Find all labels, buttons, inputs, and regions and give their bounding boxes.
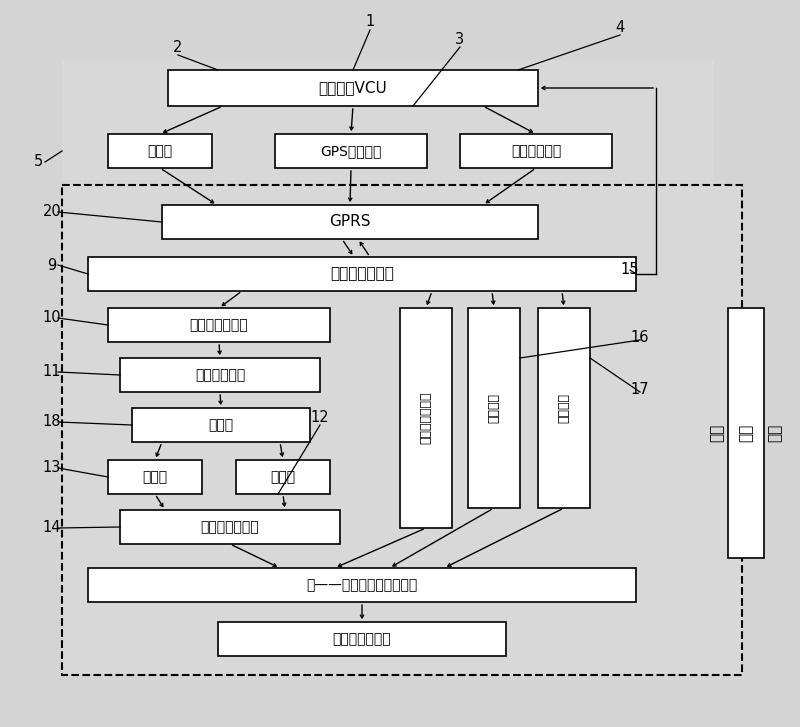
Text: 电动汼车VCU: 电动汼车VCU xyxy=(318,81,387,95)
Text: 预判断状态提醒: 预判断状态提醒 xyxy=(419,392,433,444)
Text: GPRS: GPRS xyxy=(330,214,370,230)
Bar xyxy=(162,205,538,239)
Text: 知识库: 知识库 xyxy=(270,470,295,484)
Text: 技术支持工程师: 技术支持工程师 xyxy=(333,632,391,646)
Text: 远程服务工作站: 远程服务工作站 xyxy=(330,267,394,281)
Bar xyxy=(120,510,340,544)
Bar xyxy=(62,185,742,675)
Bar xyxy=(275,134,427,168)
Bar xyxy=(236,460,330,494)
Text: 9: 9 xyxy=(47,257,57,273)
Bar xyxy=(132,408,310,442)
Bar xyxy=(468,308,520,508)
Bar xyxy=(400,308,452,528)
Bar xyxy=(168,70,538,106)
Text: 诊断结果: 诊断结果 xyxy=(487,393,501,423)
Bar xyxy=(728,308,764,558)
Text: 远程
服务
中心: 远程 服务 中心 xyxy=(709,424,783,442)
Text: 15: 15 xyxy=(621,262,639,278)
Bar xyxy=(62,60,714,180)
Bar xyxy=(88,568,636,602)
Text: 远程诊断服务器: 远程诊断服务器 xyxy=(190,318,248,332)
Text: 知识库管理模块: 知识库管理模块 xyxy=(201,520,259,534)
Text: 1: 1 xyxy=(366,15,374,30)
Text: 远程示教: 远程示教 xyxy=(558,393,570,423)
Bar xyxy=(460,134,612,168)
Text: 数据库: 数据库 xyxy=(209,418,234,432)
Bar xyxy=(538,308,590,508)
Bar xyxy=(218,622,506,656)
Text: GPS定位信号: GPS定位信号 xyxy=(320,144,382,158)
Text: 3: 3 xyxy=(455,33,465,47)
Text: 20: 20 xyxy=(42,204,62,220)
Bar xyxy=(108,134,212,168)
Text: 故障码: 故障码 xyxy=(147,144,173,158)
Bar xyxy=(108,460,202,494)
Text: 10: 10 xyxy=(42,310,62,326)
Text: 18: 18 xyxy=(42,414,62,430)
Text: 车辆状态信号: 车辆状态信号 xyxy=(511,144,561,158)
Text: 16: 16 xyxy=(630,331,650,345)
Bar xyxy=(88,257,636,291)
Text: 12: 12 xyxy=(310,411,330,425)
Bar xyxy=(120,358,320,392)
Text: 14: 14 xyxy=(42,521,62,536)
Text: 推理机: 推理机 xyxy=(142,470,167,484)
Text: 17: 17 xyxy=(630,382,650,398)
Text: 数据处理模块: 数据处理模块 xyxy=(195,368,245,382)
Text: 2: 2 xyxy=(174,41,182,55)
Text: 11: 11 xyxy=(42,364,62,379)
Text: 人——机交互实时监控系统: 人——机交互实时监控系统 xyxy=(306,578,418,592)
Text: 5: 5 xyxy=(34,155,42,169)
Text: 4: 4 xyxy=(615,20,625,36)
Text: 13: 13 xyxy=(43,460,61,475)
Bar xyxy=(108,308,330,342)
